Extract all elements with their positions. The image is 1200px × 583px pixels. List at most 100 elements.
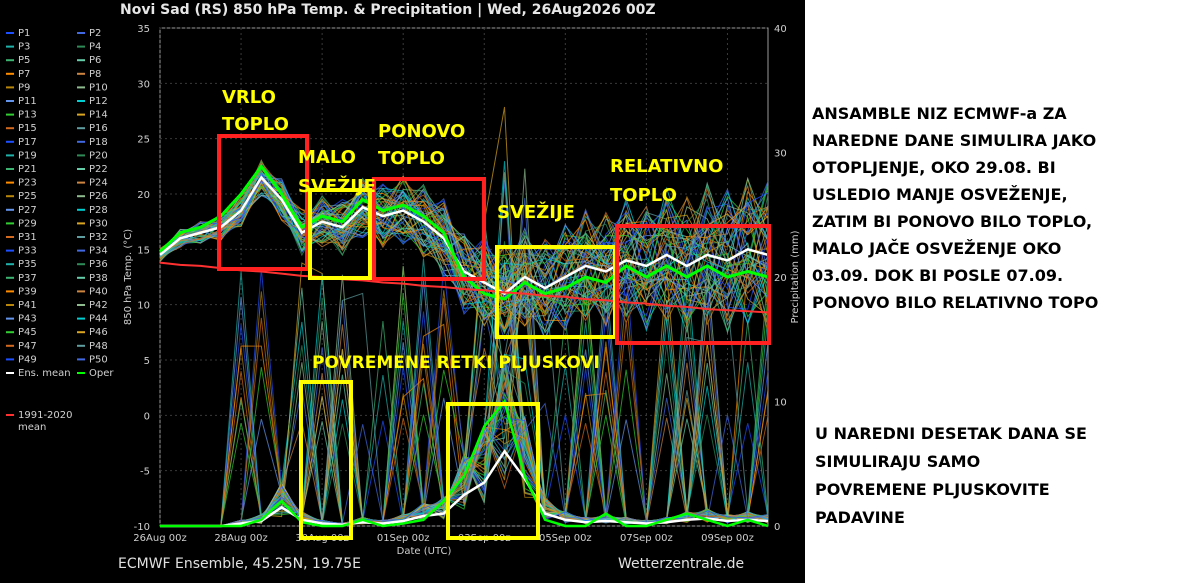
legend-label: P7 — [18, 69, 30, 80]
annotation-label: MALO — [298, 147, 356, 168]
legend-label: P20 — [89, 150, 108, 161]
annotation-label: SVEŽIJE — [497, 201, 575, 223]
legend-label: P10 — [89, 82, 108, 93]
legend-label: P6 — [89, 55, 101, 66]
legend-label: P13 — [18, 110, 37, 121]
comment-line: OTOPLJENJE, OKO 29.08. BI — [812, 158, 1056, 177]
legend-label: P25 — [18, 191, 37, 202]
meteogram-chart: 35 30 25 20 15 10 5 0 -5 -10 40 30 20 10 0 26Aug 00z 28A… — [6, 24, 801, 557]
comment-line: MALO JAČE OSVEŽENJE OKO — [812, 239, 1062, 258]
legend-label: P3 — [18, 42, 30, 53]
annotation-label: RELATIVNO — [610, 156, 723, 177]
legend-label: P43 — [18, 314, 37, 325]
comment-line: 03.09. DOK BI POSLE 07.09. — [812, 266, 1064, 285]
annotation-box — [299, 380, 353, 540]
legend-label: P41 — [18, 300, 37, 311]
y-axis-label: 850 hPa Temp. (°C) — [123, 229, 134, 325]
legend-label: P24 — [89, 178, 108, 189]
x-axis-label: Date (UTC) — [397, 546, 452, 557]
legend-label: mean — [18, 422, 46, 433]
annotation-label: TOPLO — [222, 114, 289, 135]
legend-label: P39 — [18, 286, 37, 297]
legend-label: Oper — [89, 368, 114, 379]
y2-tick-label: 20 — [774, 273, 787, 284]
legend-label: P26 — [89, 191, 108, 202]
y-tick-label: 10 — [137, 301, 150, 312]
member-temp-line — [159, 171, 769, 342]
comment-line: NAREDNE DANE SIMULIRA JAKO — [812, 131, 1097, 150]
footer-site: Wetterzentrale.de — [618, 556, 745, 572]
y-tick-label: 35 — [137, 24, 150, 35]
annotation-label: SVEŽIJE — [298, 175, 376, 197]
legend-label: P40 — [89, 286, 108, 297]
annotation-box — [372, 177, 486, 281]
y-tick-label: 30 — [137, 79, 150, 90]
comment-line: ANSAMBLE NIZ ECMWF-a ZA — [812, 104, 1067, 123]
y-tick-label: -5 — [140, 467, 150, 478]
footer-source: ECMWF Ensemble, 45.25N, 19.75E — [118, 556, 361, 572]
legend-label: P45 — [18, 327, 37, 338]
comment-line: SIMULIRAJU SAMO — [815, 452, 981, 471]
legend-label: 1991-2020 — [18, 410, 73, 421]
legend-label: Ens. mean — [18, 368, 71, 379]
legend-label: P47 — [18, 341, 37, 352]
annotation-box — [446, 402, 540, 540]
y2-tick-label: 0 — [774, 522, 780, 533]
member-temp-line — [159, 181, 769, 327]
comment-line: PONOVO BILO RELATIVNO TOPO — [812, 293, 1099, 312]
legend-label: P35 — [18, 259, 37, 270]
y-tick-label: 15 — [137, 245, 150, 256]
y-tick-label: 5 — [144, 356, 150, 367]
legend-label: P42 — [89, 300, 108, 311]
legend-label: P8 — [89, 69, 101, 80]
annotation-label: PONOVO — [378, 121, 465, 142]
y-tick-label: -10 — [134, 522, 150, 533]
legend-label: P19 — [18, 150, 37, 161]
legend-label: P49 — [18, 354, 37, 365]
y-tick-label: 0 — [144, 411, 150, 422]
legend-label: P44 — [89, 314, 108, 325]
annotation-label: TOPLO — [378, 148, 445, 169]
member-temp-line — [159, 161, 769, 324]
y2-tick-label: 10 — [774, 398, 787, 409]
comment-line: USLEDIO MANJE OSVEŽENJE, — [812, 185, 1068, 204]
legend-label: P50 — [89, 354, 108, 365]
annotation-label: VRLO — [222, 87, 276, 108]
legend-label: P30 — [89, 218, 108, 229]
x-tick-label: 07Sep 00z — [620, 533, 673, 544]
y2-tick-label: 40 — [774, 24, 787, 35]
series-line — [159, 175, 769, 296]
legend-label: P22 — [89, 164, 108, 175]
comment-line: PADAVINE — [815, 508, 905, 527]
chart-title: Novi Sad (RS) 850 hPa Temp. & Precipitat… — [120, 2, 656, 18]
legend-label: P1 — [18, 28, 30, 39]
y-tick-label: 25 — [137, 135, 150, 146]
legend-label: P11 — [18, 96, 37, 107]
legend-label: P28 — [89, 205, 108, 216]
legend-label: P32 — [89, 232, 108, 243]
legend-label: P46 — [89, 327, 108, 338]
legend-label: P15 — [18, 123, 37, 134]
legend-label: P18 — [89, 137, 108, 148]
member-precip-line — [160, 298, 769, 527]
legend-label: P17 — [18, 137, 37, 148]
x-tick-label: 28Aug 00z — [214, 533, 267, 544]
legend-label: P5 — [18, 55, 30, 66]
legend-label: P14 — [89, 110, 108, 121]
comment-line: ZATIM BI PONOVO BILO TOPLO, — [812, 212, 1093, 231]
member-temp-line — [159, 179, 769, 327]
legend-label: P2 — [89, 28, 101, 39]
legend-label: P4 — [89, 42, 101, 53]
member-temp-line — [159, 186, 769, 326]
x-tick-label: 01Sep 00z — [377, 533, 430, 544]
legend-label: P27 — [18, 205, 37, 216]
annotation-box — [615, 224, 771, 345]
forecast-comment-precipitation: U NAREDNI DESETAK DANA SE SIMULIRAJU SAM… — [815, 420, 1087, 532]
legend-label: P29 — [18, 218, 37, 229]
legend-label: P34 — [89, 246, 108, 257]
comment-line: POVREMENE PLJUSKOVITE — [815, 480, 1050, 499]
series-line — [159, 261, 769, 314]
x-tick-label: 26Aug 00z — [133, 533, 186, 544]
legend-label: P31 — [18, 232, 37, 243]
x-tick-label: 05Sep 00z — [539, 533, 592, 544]
